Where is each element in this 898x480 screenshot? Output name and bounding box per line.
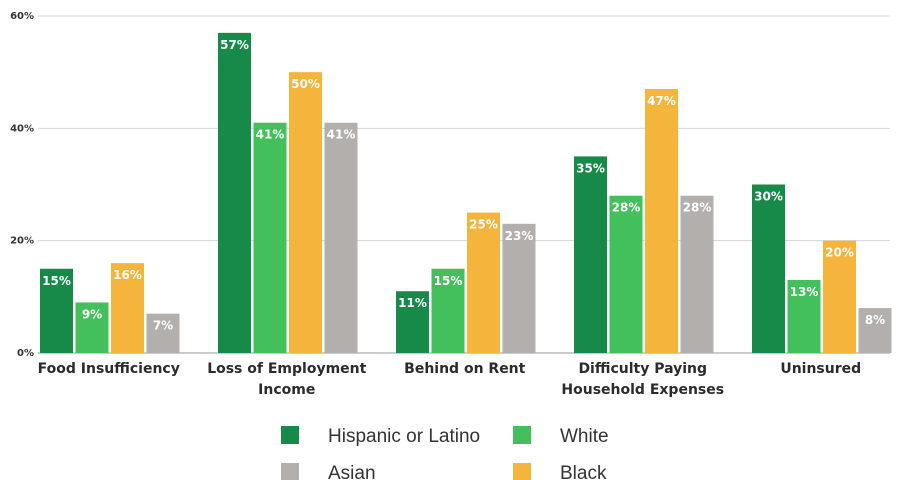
x-axis-categories: Food Insufficiency Loss of Employment Inco… — [38, 361, 862, 398]
bar-hispanic-or-latino — [396, 291, 429, 353]
bar-asian — [146, 313, 180, 353]
data-label: 28% — [683, 201, 712, 215]
legend-swatch — [513, 463, 531, 480]
bar-white — [75, 302, 109, 353]
x-category-label: Difficulty Paying — [578, 361, 707, 377]
y-tick-label: 40% — [10, 123, 34, 134]
bar-hispanic-or-latino — [218, 32, 251, 353]
legend-swatch — [281, 426, 299, 444]
bar-black — [467, 212, 500, 353]
data-label: 35% — [576, 161, 605, 175]
bar-hispanic-or-latino — [574, 156, 607, 353]
x-category-label: Household Expenses — [561, 382, 724, 398]
data-label: 8% — [865, 313, 885, 327]
bar-black — [823, 240, 856, 353]
data-label: 11% — [398, 296, 427, 310]
data-label: 15% — [434, 274, 463, 288]
data-label: 41% — [327, 128, 356, 142]
data-label: 23% — [505, 229, 534, 243]
data-label: 25% — [469, 218, 498, 232]
bar-asian — [680, 195, 714, 353]
bar-asian — [502, 223, 536, 353]
bar-asian — [324, 122, 358, 353]
legend-item-white: White — [513, 426, 609, 447]
y-tick-label: 60% — [10, 11, 34, 22]
x-category-label: Uninsured — [780, 361, 861, 377]
data-label: 28% — [612, 201, 641, 215]
data-label: 9% — [82, 307, 102, 321]
x-category-label: Food Insufficiency — [38, 361, 180, 377]
data-label: 15% — [42, 274, 71, 288]
bar-black — [289, 72, 322, 354]
legend-label: Black — [560, 463, 607, 480]
legend-label: Asian — [328, 463, 376, 480]
legend-label: White — [560, 426, 609, 447]
legend-item-black: Black — [513, 463, 607, 480]
legend-label: Hispanic or Latino — [328, 426, 480, 447]
data-label: 41% — [256, 128, 285, 142]
data-label: 13% — [790, 285, 819, 299]
x-category-label: Behind on Rent — [404, 361, 525, 377]
legend-item-asian: Asian — [281, 463, 376, 480]
data-label: 47% — [647, 94, 676, 108]
data-label: 50% — [291, 77, 320, 91]
bar-hispanic-or-latino — [752, 184, 785, 353]
y-tick-label: 0% — [17, 348, 34, 359]
data-label: 20% — [825, 246, 854, 260]
data-label: 57% — [220, 38, 249, 52]
bar-black — [111, 263, 144, 353]
y-axis-ticks: 0% 20% 40% 60% — [10, 11, 34, 359]
data-label: 30% — [754, 190, 783, 204]
legend-item-hispanic-or-latino: Hispanic or Latino — [281, 426, 480, 447]
bar-hispanic-or-latino — [40, 268, 73, 353]
y-tick-label: 20% — [10, 236, 34, 247]
bar-asian — [858, 308, 892, 353]
data-label: 16% — [113, 268, 142, 282]
data-label: 7% — [153, 319, 173, 333]
bar-white — [253, 122, 287, 353]
legend-swatch — [281, 463, 299, 480]
bar-white — [787, 279, 821, 353]
legend-swatch — [513, 426, 531, 444]
bar-white — [431, 268, 465, 353]
x-category-label: Loss of Employment — [207, 361, 366, 377]
bars — [40, 32, 892, 354]
legend: Hispanic or Latino White Asian Black — [281, 426, 609, 480]
bar-white — [609, 195, 643, 353]
bar-black — [645, 89, 678, 354]
data-labels: 15% 9% 16% 7% 57% 41% 50% 41% 11% 15% 25% 23% 35% 28%… — [42, 38, 885, 333]
x-category-label: Income — [258, 382, 315, 398]
